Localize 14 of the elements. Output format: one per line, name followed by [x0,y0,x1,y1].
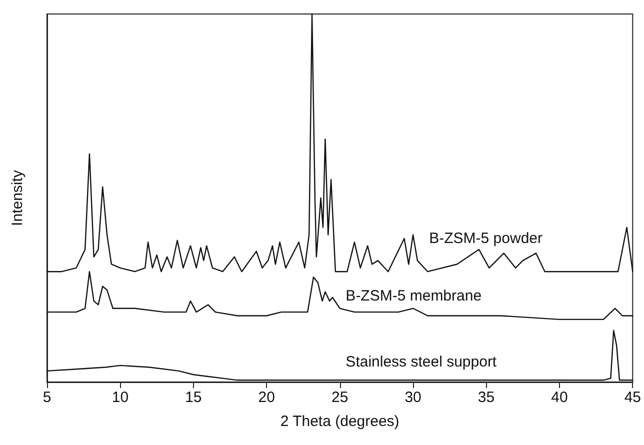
x-tick-label: 25 [331,389,348,406]
x-tick-label: 15 [185,389,202,406]
x-tick-label: 5 [42,389,52,406]
series-label: B-ZSM-5 membrane [346,287,482,304]
series-label: Stainless steel support [346,354,498,371]
y-axis-title: Intensity [9,170,26,226]
x-axis-title: 2 Theta (degrees) [280,413,400,430]
x-tick-label: 35 [478,389,495,406]
x-tick-label: 10 [112,389,129,406]
x-tick-label: 40 [551,389,568,406]
series-label: B-ZSM-5 powder [429,230,543,247]
x-tick-label: 20 [258,389,275,406]
x-tick-label: 30 [404,389,422,406]
x-tick-label: 45 [624,389,641,406]
